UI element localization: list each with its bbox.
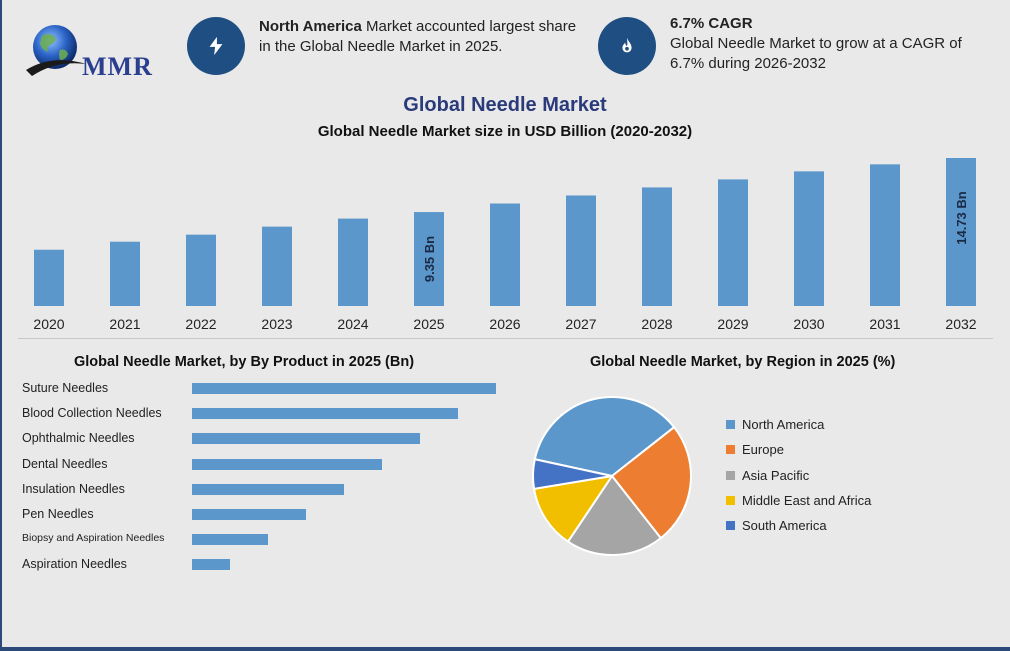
bar-2031: [870, 164, 900, 306]
region-pie-chart: [532, 396, 692, 556]
highlight-text: Market accounted largest share in the Gl…: [259, 18, 577, 55]
pie-slice-south-america: [532, 458, 613, 490]
pie-slice-middle-east-and-africa: [532, 474, 615, 544]
product-bar: [192, 534, 268, 546]
highlight-north-america: North America Market accounted largest s…: [259, 17, 579, 57]
product-label: Suture Needles: [22, 381, 109, 395]
chart-title: Global Needle Market size in USD Billion…: [317, 123, 693, 140]
legend-label: Europe: [742, 442, 784, 458]
product-label: Dental Needles: [22, 456, 108, 471]
data-label: 14.73 Bn: [954, 191, 969, 245]
x-tick-label: 2032: [945, 316, 976, 332]
highlight-icon-badge: [187, 17, 245, 75]
bar-2028: [642, 187, 672, 306]
globe-icon: [26, 25, 86, 76]
pie-slice-europe: [610, 425, 692, 540]
x-tick-label: 2031: [869, 316, 900, 332]
divider: [18, 338, 993, 339]
legend-label: North America: [742, 417, 825, 432]
flame-icon: [622, 37, 632, 53]
x-tick-label: 2020: [33, 316, 64, 332]
product-bar: [192, 458, 382, 470]
product-bar: [192, 559, 230, 571]
pie-slice-north-america: [533, 396, 676, 478]
legend-swatch: [726, 420, 735, 429]
legend-swatch: [726, 470, 735, 480]
product-bar: [192, 509, 306, 520]
logo: MMR: [22, 20, 162, 84]
bar-2020: [34, 249, 64, 306]
product-label: Insulation Needles: [22, 481, 125, 496]
product-label: Biopsy and Aspiration Needles: [22, 532, 165, 545]
x-tick-label: 2024: [337, 316, 368, 332]
product-chart-title: Global Needle Market, by By Product in 2…: [74, 354, 415, 370]
lightning-bolt-icon: [209, 36, 223, 56]
bar-2029: [718, 179, 748, 306]
market-size-bar-chart: 2020 2021 2022 2023 2024 2025 9.35 Bn 2026 2027 2…: [33, 158, 977, 332]
highlight-icon-badge: [598, 17, 656, 75]
logo-text: MMR: [82, 52, 153, 81]
x-tick-label: 2027: [565, 316, 596, 332]
pie-slice-asia-pacific: [566, 474, 663, 556]
bar-2024: [338, 218, 368, 306]
bar-2032: [946, 158, 976, 306]
bar-2023: [262, 226, 292, 306]
data-label: 9.35 Bn: [422, 236, 437, 282]
bar-2026: [490, 203, 520, 306]
product-label: Aspiration Needles: [22, 557, 127, 572]
legend-item: Middle East and Africa: [726, 493, 871, 508]
bar-2025: [414, 212, 444, 306]
legend-item: South America: [726, 518, 827, 533]
x-tick-label: 2022: [185, 316, 216, 332]
x-tick-label: 2028: [641, 316, 672, 332]
x-tick-label: 2029: [717, 316, 748, 332]
product-bar: [192, 483, 344, 495]
bar-2027: [566, 195, 596, 306]
x-tick-label: 2026: [489, 316, 520, 332]
bar-2021: [110, 241, 140, 306]
legend-item: Asia Pacific: [726, 468, 809, 483]
product-bar: [192, 408, 458, 420]
highlight-bold: 6.7% CAGR: [670, 15, 753, 32]
x-tick-label: 2021: [109, 316, 140, 332]
page-title: Global Needle Market: [403, 94, 607, 116]
highlight-bold: North America: [259, 18, 362, 35]
legend-label: Middle East and Africa: [742, 492, 872, 508]
bar-2022: [186, 234, 216, 306]
region-chart-title: Global Needle Market, by Region in 2025 …: [590, 354, 896, 370]
product-label: Pen Needles: [22, 507, 94, 521]
legend-swatch: [726, 521, 735, 531]
product-label: Ophthalmic Needles: [22, 431, 135, 446]
highlight-text: Global Needle Market to grow at a CAGR o…: [670, 35, 962, 72]
x-tick-label: 2023: [261, 316, 292, 332]
x-tick-label: 2025: [413, 316, 444, 332]
legend-item: Europe: [726, 442, 784, 457]
product-bar: [192, 433, 420, 445]
legend-swatch: [726, 495, 735, 505]
legend-swatch: [726, 445, 735, 455]
bar-2030: [794, 171, 824, 306]
highlight-cagr: 6.7% CAGR Global Needle Market to grow a…: [670, 14, 990, 74]
legend-item: North America: [726, 417, 824, 432]
product-bar: [192, 383, 496, 394]
legend-label: Asia Pacific: [742, 467, 810, 483]
legend-label: South America: [742, 518, 827, 534]
product-label: Blood Collection Needles: [22, 406, 162, 421]
x-tick-label: 2030: [793, 316, 824, 332]
